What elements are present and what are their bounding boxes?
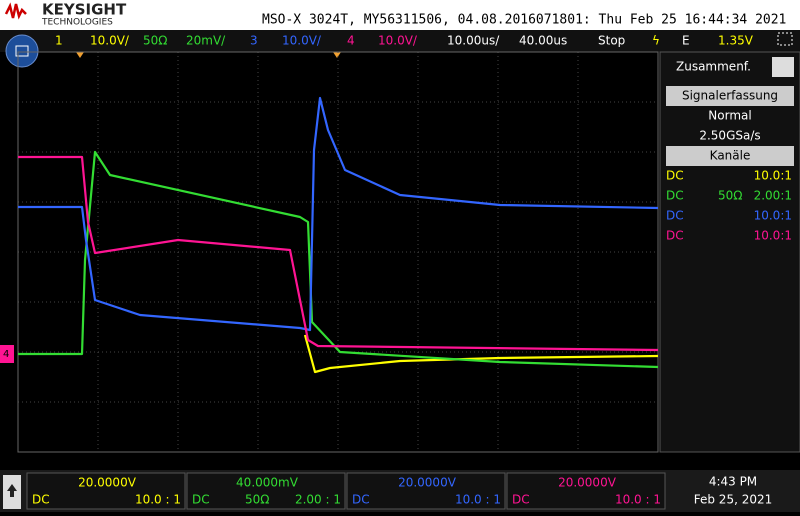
run-state[interactable]: Stop [598,34,625,48]
side-panel [659,51,800,453]
header-bar [0,0,800,30]
channel-coupling: DC [192,493,210,507]
trigger-pos-marker [76,52,84,58]
channel-coupling: DC [32,493,50,507]
trigger-level[interactable]: 1.35V [718,34,754,48]
row-coupling: DC [666,189,684,203]
trigger-mode[interactable]: E [682,34,690,48]
row-impedance: 50Ω [718,189,742,203]
ch2-scale[interactable]: 20mV/ [186,34,226,48]
channels-button-label: Kanäle [710,149,751,163]
acq-button-label: Signalerfassung [682,89,778,103]
row-probe: 10.0:1 [754,169,792,183]
brand: KEYSIGHT [42,1,127,19]
panel-toggle[interactable] [772,57,794,77]
trace-ch4 [18,155,659,352]
ch4-scale[interactable]: 10.0V/ [378,34,418,48]
clock-date: Feb 25, 2021 [694,493,773,507]
panel-title: Zusammenf. [676,60,751,74]
channel-box[interactable] [346,472,506,510]
ch3-label[interactable]: 3 [250,34,258,48]
acq-button[interactable] [666,86,794,106]
row-probe: 10.0:1 [754,229,792,243]
zoom-icon[interactable] [777,32,793,46]
trace-ch2 [18,150,659,369]
channel-scale: 20.0000V [398,476,457,490]
clock-time: 4:43 PM [709,475,757,489]
menu-icon [7,484,17,497]
ch4-label[interactable]: 4 [347,34,355,48]
channel-probe: 10.0 : 1 [455,493,501,507]
row-probe: 10.0:1 [754,209,792,223]
ch2-impedance[interactable]: 50Ω [143,34,167,48]
channel-box[interactable] [26,472,186,510]
row-probe: 2.00:1 [754,189,792,203]
channel-probe: 10.0 : 1 [135,493,181,507]
sample-rate: 2.50GSa/s [699,129,760,143]
channel-scale: 40.000mV [236,476,299,490]
ch4-ground-marker [0,345,14,363]
delay-marker [333,52,341,58]
home-button[interactable] [5,34,39,68]
ch1-label[interactable]: 1 [55,34,63,48]
row-coupling: DC [666,169,684,183]
channel-probe: 2.00 : 1 [295,493,341,507]
logo [4,2,27,20]
acq-mode: Normal [708,109,751,123]
ch3-scale[interactable]: 10.0V/ [282,34,322,48]
marker-label: 4 [3,349,9,360]
channel-impedance: 50Ω [245,493,269,507]
trace-ch1 [303,334,659,374]
graticule [18,52,658,452]
row-coupling: DC [666,229,684,243]
channel-box[interactable] [506,472,666,510]
graticule-border [17,51,659,453]
toolbar [0,30,800,52]
row-coupling: DC [666,209,684,223]
header-text: MSO-X 3024T, MY56311506, 04.08.201607180… [262,13,786,28]
trigger-icon: ϟ [652,34,660,48]
delay[interactable]: 40.00us [519,34,567,48]
channel-coupling: DC [352,493,370,507]
timebase[interactable]: 10.00us/ [447,34,500,48]
channel-scale: 20.0000V [558,476,617,490]
channel-probe: 10.0 : 1 [615,493,661,507]
ch1-scale[interactable]: 10.0V/ [90,34,130,48]
home-icon [15,45,29,57]
brand-sub: TECHNOLOGIES [41,18,113,28]
channels-button[interactable] [666,146,794,166]
channel-box[interactable] [186,472,346,510]
channel-scale: 20.0000V [78,476,137,490]
channel-coupling: DC [512,493,530,507]
trace-ch3 [18,96,659,332]
